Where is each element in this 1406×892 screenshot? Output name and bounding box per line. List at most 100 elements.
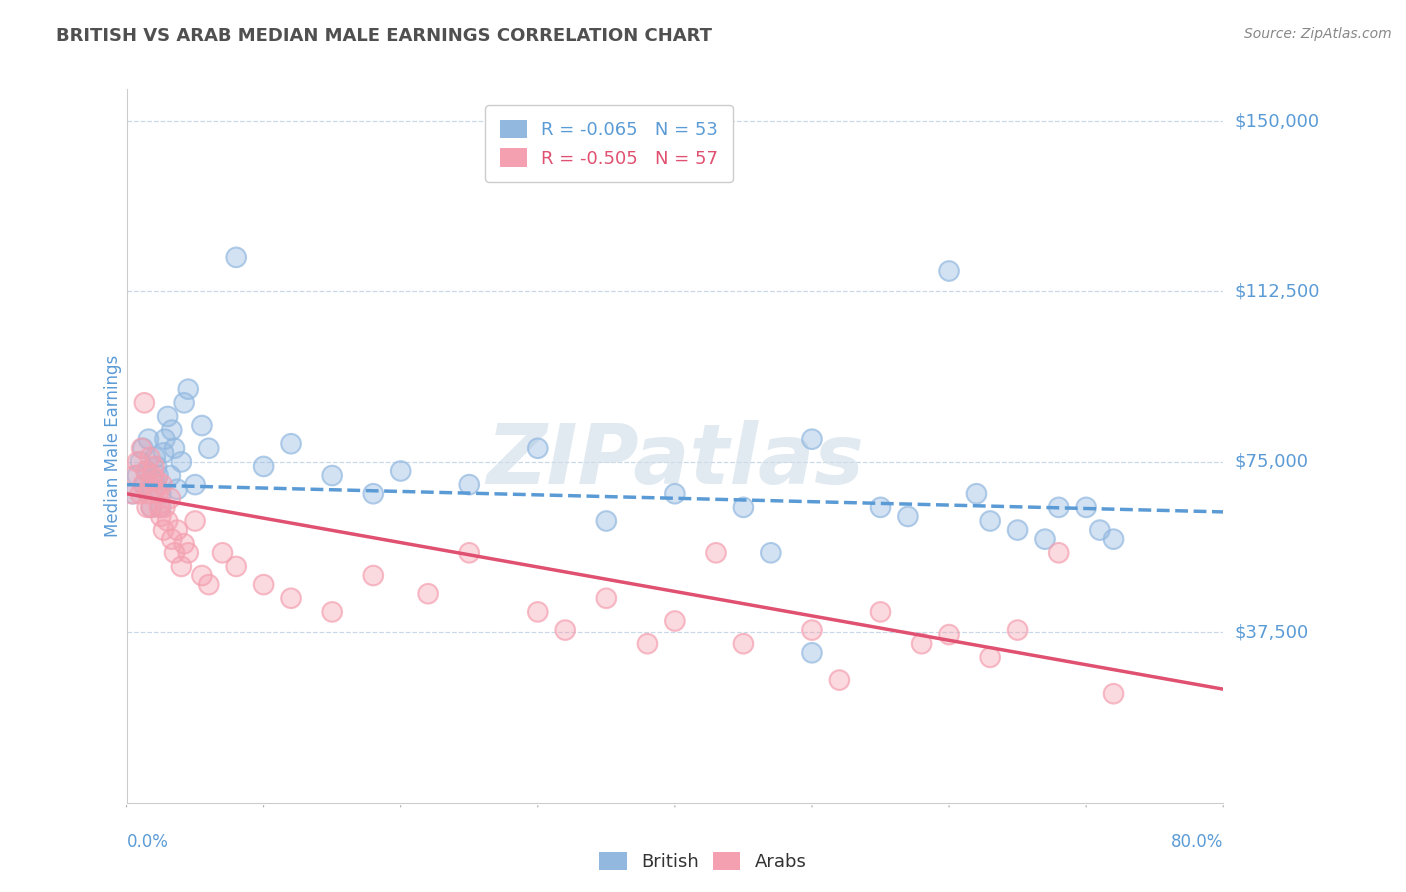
- Point: [527, 442, 550, 456]
- Point: [138, 432, 160, 446]
- Point: [321, 605, 343, 619]
- Point: [801, 623, 824, 637]
- Point: [938, 264, 960, 278]
- Point: [321, 468, 343, 483]
- Point: [149, 487, 172, 501]
- Point: [132, 477, 155, 491]
- Point: [321, 468, 343, 483]
- Text: $75,000: $75,000: [1234, 453, 1309, 471]
- Point: [869, 500, 891, 515]
- Point: [458, 546, 481, 560]
- Point: [595, 514, 617, 528]
- Text: BRITISH VS ARAB MEDIAN MALE EARNINGS CORRELATION CHART: BRITISH VS ARAB MEDIAN MALE EARNINGS COR…: [56, 27, 713, 45]
- Point: [253, 459, 276, 474]
- Point: [156, 514, 179, 528]
- Point: [801, 646, 824, 660]
- Point: [152, 446, 174, 460]
- Point: [143, 450, 166, 465]
- Point: [554, 623, 576, 637]
- Point: [134, 396, 156, 410]
- Point: [253, 577, 276, 591]
- Point: [418, 587, 440, 601]
- Point: [225, 251, 247, 265]
- Point: [153, 432, 176, 446]
- Point: [733, 637, 755, 651]
- Point: [146, 487, 169, 501]
- Point: [121, 487, 143, 501]
- Text: 80.0%: 80.0%: [1171, 833, 1223, 851]
- Point: [141, 500, 163, 515]
- Point: [141, 500, 163, 515]
- Point: [139, 450, 162, 465]
- Point: [127, 468, 149, 483]
- Point: [1102, 687, 1125, 701]
- Point: [129, 487, 152, 501]
- Text: Source: ZipAtlas.com: Source: ZipAtlas.com: [1244, 27, 1392, 41]
- Point: [897, 509, 920, 524]
- Point: [149, 487, 172, 501]
- Point: [150, 477, 173, 491]
- Point: [134, 477, 156, 491]
- Point: [132, 442, 155, 456]
- Point: [145, 473, 167, 487]
- Point: [148, 500, 170, 515]
- Point: [664, 614, 686, 628]
- Point: [136, 500, 159, 515]
- Point: [159, 491, 181, 506]
- Point: [166, 482, 188, 496]
- Point: [149, 500, 172, 515]
- Point: [664, 614, 686, 628]
- Point: [129, 487, 152, 501]
- Point: [131, 442, 153, 456]
- Point: [177, 382, 200, 396]
- Point: [321, 605, 343, 619]
- Point: [142, 468, 165, 483]
- Point: [363, 487, 385, 501]
- Point: [191, 418, 214, 433]
- Point: [149, 509, 172, 524]
- Point: [143, 450, 166, 465]
- Point: [389, 464, 412, 478]
- Point: [704, 546, 727, 560]
- Point: [146, 487, 169, 501]
- Point: [121, 487, 143, 501]
- Point: [704, 546, 727, 560]
- Point: [458, 546, 481, 560]
- Point: [135, 464, 157, 478]
- Point: [1102, 532, 1125, 546]
- Point: [136, 464, 159, 478]
- Point: [458, 477, 481, 491]
- Point: [911, 637, 934, 651]
- Point: [149, 509, 172, 524]
- Point: [153, 500, 176, 515]
- Point: [801, 623, 824, 637]
- Point: [138, 432, 160, 446]
- Point: [191, 568, 214, 582]
- Point: [173, 396, 195, 410]
- Point: [280, 436, 302, 450]
- Point: [1047, 546, 1070, 560]
- Point: [1007, 623, 1029, 637]
- Point: [150, 477, 173, 491]
- Point: [363, 568, 385, 582]
- Point: [1033, 532, 1056, 546]
- Point: [869, 500, 891, 515]
- Point: [136, 500, 159, 515]
- Point: [280, 591, 302, 606]
- Point: [173, 537, 195, 551]
- Point: [801, 432, 824, 446]
- Point: [1088, 523, 1111, 537]
- Text: $112,500: $112,500: [1234, 283, 1320, 301]
- Point: [143, 473, 166, 487]
- Point: [143, 482, 166, 496]
- Point: [177, 546, 200, 560]
- Point: [153, 500, 176, 515]
- Point: [149, 500, 172, 515]
- Point: [153, 432, 176, 446]
- Point: [389, 464, 412, 478]
- Point: [1047, 546, 1070, 560]
- Point: [664, 487, 686, 501]
- Point: [166, 482, 188, 496]
- Point: [143, 459, 166, 474]
- Point: [191, 568, 214, 582]
